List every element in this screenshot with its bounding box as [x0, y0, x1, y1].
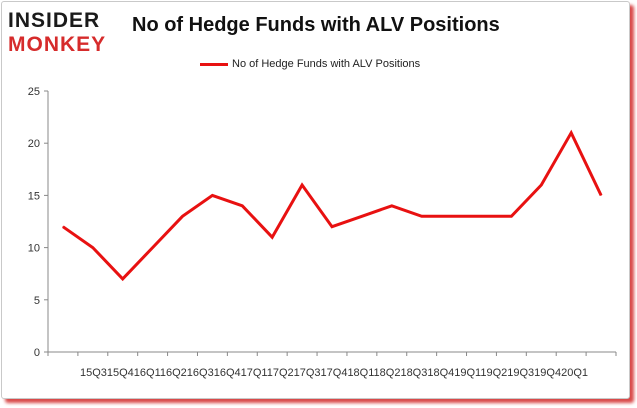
data-point — [211, 194, 213, 196]
data-point — [241, 205, 243, 207]
y-tick-label: 10 — [28, 243, 40, 255]
insider-monkey-logo: INSIDER MONKEY — [8, 10, 120, 60]
series-line — [62, 129, 603, 282]
y-tick-label: 25 — [28, 86, 40, 98]
data-point — [451, 215, 453, 217]
data-point — [540, 184, 542, 186]
logo-line-1: INSIDER — [8, 9, 101, 32]
data-point — [182, 215, 184, 217]
data-point — [600, 194, 602, 196]
logo-line-2: MONKEY — [8, 33, 107, 56]
series-layer — [62, 129, 603, 282]
x-axis-tick-labels: 15Q315Q416Q116Q216Q316Q417Q117Q217Q317Q4… — [80, 367, 588, 379]
data-point — [152, 247, 154, 249]
data-point — [271, 236, 273, 238]
data-point — [92, 247, 94, 249]
y-tick-label: 0 — [34, 347, 40, 359]
y-tick-label: 15 — [28, 190, 40, 202]
data-point — [421, 215, 423, 217]
legend-label: No of Hedge Funds with ALV Positions — [232, 58, 421, 70]
y-tick-label: 5 — [34, 295, 40, 307]
axes — [47, 91, 617, 356]
y-axis-ticks: 0 5 10 15 20 25 — [28, 86, 48, 359]
data-point — [361, 215, 363, 217]
data-point — [391, 205, 393, 207]
data-point — [122, 278, 124, 280]
chart-legend: No of Hedge Funds with ALV Positions — [200, 56, 420, 72]
legend-swatch — [200, 62, 228, 66]
y-tick-label: 20 — [28, 138, 40, 150]
data-point — [570, 132, 572, 134]
chart-title: No of Hedge Funds with ALV Positions — [132, 14, 500, 36]
data-point — [62, 226, 64, 228]
data-point — [301, 184, 303, 186]
data-point — [510, 215, 512, 217]
data-point — [480, 215, 482, 217]
data-point — [331, 226, 333, 228]
